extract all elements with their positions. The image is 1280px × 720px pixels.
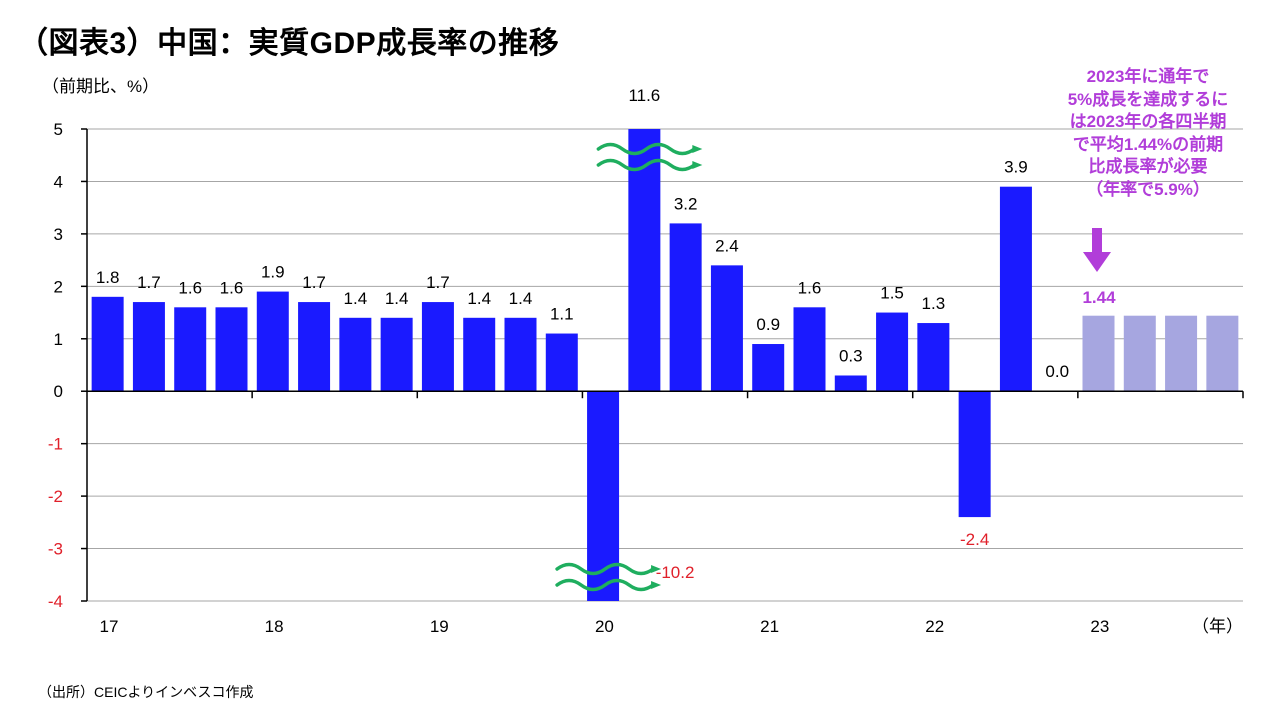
data-label: 11.6 [628, 86, 660, 105]
callout-line: 2023年に通年で [1086, 67, 1210, 86]
projection-value-label: 1.44 [1082, 288, 1116, 307]
bar [91, 296, 124, 392]
data-label: 1.7 [137, 273, 161, 292]
callout-line: で平均1.44%の前期 [1072, 134, 1224, 154]
bar [215, 307, 248, 392]
axis-break-mark [555, 578, 655, 592]
y-axis-label: （前期比、%） [42, 77, 159, 96]
bar [298, 302, 331, 392]
data-label: 1.3 [922, 294, 946, 313]
data-label: 1.4 [467, 289, 491, 308]
callout-line: 5%成長を達成するに [1067, 89, 1229, 109]
data-label: -2.4 [960, 530, 989, 549]
data-label: 1.6 [220, 278, 244, 297]
callout-line: 比成長率が必要 [1088, 157, 1208, 176]
data-label: 2.4 [715, 236, 739, 255]
callout-line: は2023年の各四半期 [1069, 112, 1227, 131]
callout-note: 2023年に通年で 5%成長を達成するに は2023年の各四半期 で平均1.44… [1032, 66, 1264, 201]
bar [174, 307, 207, 392]
data-label: 1.4 [385, 289, 409, 308]
bar [1165, 315, 1198, 392]
x-tick-label: 22 [925, 617, 944, 636]
bar [256, 291, 289, 392]
bar [421, 302, 454, 392]
callout-line: （年率で5.9%） [1086, 179, 1210, 199]
y-tick-label: 0 [54, 382, 63, 401]
bar [917, 323, 950, 392]
axis-break-arrowhead [692, 161, 703, 169]
axis-break-arrowhead [692, 145, 703, 153]
data-label: 1.7 [302, 273, 326, 292]
bar [504, 317, 537, 392]
bar [1082, 315, 1115, 392]
callout-arrow-shaft [1092, 228, 1102, 254]
axis-break-mark [596, 142, 697, 156]
bar [752, 344, 785, 392]
data-label: -10.2 [656, 563, 695, 582]
bar [132, 302, 165, 392]
data-label: 1.9 [261, 263, 285, 282]
data-label: 1.8 [96, 268, 120, 287]
data-label: 1.4 [509, 289, 533, 308]
x-tick-label: 21 [760, 617, 779, 636]
y-tick-label: -1 [48, 435, 63, 454]
bar [834, 375, 867, 392]
data-label: 1.6 [178, 278, 202, 297]
data-label: 3.9 [1004, 158, 1028, 177]
bar [710, 265, 743, 392]
data-label: 0.3 [839, 346, 863, 365]
axis-break-mark [596, 158, 697, 172]
bar [628, 129, 661, 392]
y-tick-label: -3 [48, 540, 63, 559]
data-label: 0.9 [756, 315, 780, 334]
callout-arrow-icon [1083, 252, 1111, 272]
data-label: 1.5 [880, 284, 904, 303]
data-label: 1.1 [550, 305, 574, 324]
bar [380, 317, 413, 392]
bar [1206, 315, 1239, 392]
y-tick-label: -4 [48, 592, 63, 611]
axis-break-arrowhead [651, 565, 662, 573]
data-label: 0.0 [1045, 362, 1069, 381]
y-tick-label: 4 [54, 172, 63, 191]
data-label: 3.2 [674, 194, 698, 213]
data-label: 1.6 [798, 278, 822, 297]
source-note: （出所）CEICよりインベスコ作成 [38, 684, 254, 700]
bar [876, 312, 909, 392]
bar [793, 307, 826, 392]
x-tick-label: 20 [595, 617, 614, 636]
y-tick-label: 1 [54, 330, 63, 349]
x-tick-label: 17 [100, 617, 119, 636]
page-title: （図表3）中国：実質GDP成長率の推移 [18, 27, 560, 60]
data-label: 1.7 [426, 273, 450, 292]
x-axis-label: （年） [1192, 617, 1243, 636]
bar [339, 317, 372, 392]
bar [958, 391, 991, 518]
bar [1123, 315, 1156, 392]
x-tick-label: 23 [1090, 617, 1109, 636]
bar [669, 223, 702, 392]
x-tick-label: 19 [430, 617, 449, 636]
y-tick-label: 3 [54, 225, 63, 244]
x-tick-label: 18 [265, 617, 284, 636]
bar [545, 333, 578, 392]
axis-break-mark [555, 562, 655, 576]
y-tick-label: -2 [48, 487, 63, 506]
bar [463, 317, 496, 392]
axis-break-arrowhead [651, 581, 662, 589]
bar [999, 186, 1032, 392]
y-tick-label: 5 [54, 120, 63, 139]
data-label: 1.4 [344, 289, 368, 308]
y-tick-label: 2 [54, 277, 63, 296]
